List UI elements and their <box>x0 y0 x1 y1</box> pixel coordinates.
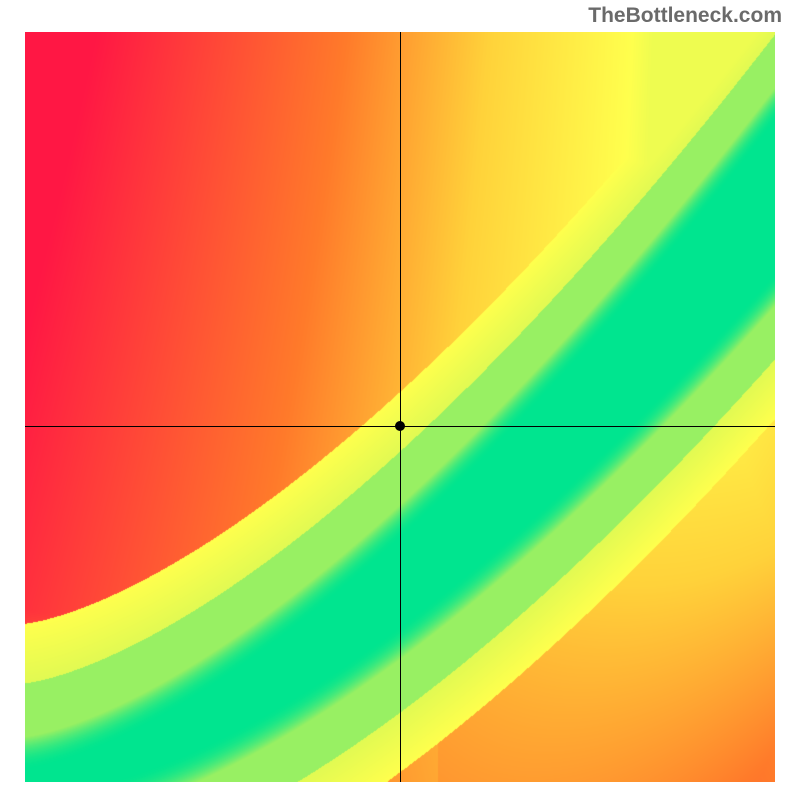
crosshair-vertical <box>400 32 401 782</box>
crosshair-marker[interactable] <box>395 421 405 431</box>
plot-area <box>25 32 775 782</box>
watermark-text: TheBottleneck.com <box>588 4 782 28</box>
chart-container: TheBottleneck.com <box>0 0 800 800</box>
